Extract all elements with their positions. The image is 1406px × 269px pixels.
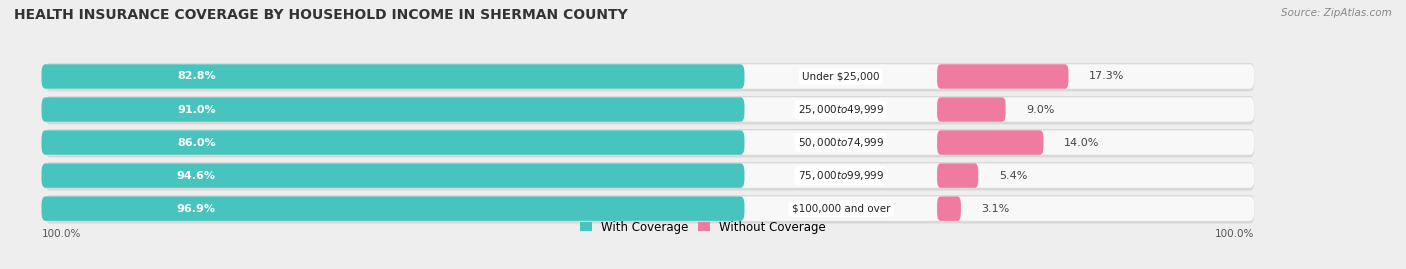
Text: 86.0%: 86.0% <box>177 137 215 148</box>
Text: 9.0%: 9.0% <box>1026 105 1054 115</box>
FancyBboxPatch shape <box>45 162 1254 190</box>
Text: $75,000 to $99,999: $75,000 to $99,999 <box>797 169 884 182</box>
FancyBboxPatch shape <box>42 97 1254 122</box>
Text: 14.0%: 14.0% <box>1064 137 1099 148</box>
FancyBboxPatch shape <box>42 64 1254 89</box>
FancyBboxPatch shape <box>938 97 1005 122</box>
FancyBboxPatch shape <box>42 196 1254 221</box>
FancyBboxPatch shape <box>42 163 1254 188</box>
FancyBboxPatch shape <box>42 163 744 188</box>
FancyBboxPatch shape <box>938 196 960 221</box>
FancyBboxPatch shape <box>938 64 1069 89</box>
Text: 5.4%: 5.4% <box>998 171 1028 180</box>
FancyBboxPatch shape <box>45 129 1254 157</box>
FancyBboxPatch shape <box>42 130 744 155</box>
Text: $100,000 and over: $100,000 and over <box>792 204 890 214</box>
Text: 3.1%: 3.1% <box>981 204 1010 214</box>
Text: Under $25,000: Under $25,000 <box>801 72 880 82</box>
Text: 100.0%: 100.0% <box>42 229 82 239</box>
FancyBboxPatch shape <box>45 63 1254 91</box>
Text: 82.8%: 82.8% <box>177 72 215 82</box>
Text: HEALTH INSURANCE COVERAGE BY HOUSEHOLD INCOME IN SHERMAN COUNTY: HEALTH INSURANCE COVERAGE BY HOUSEHOLD I… <box>14 8 628 22</box>
Text: 100.0%: 100.0% <box>1215 229 1254 239</box>
FancyBboxPatch shape <box>42 196 744 221</box>
FancyBboxPatch shape <box>42 130 1254 155</box>
Text: $25,000 to $49,999: $25,000 to $49,999 <box>797 103 884 116</box>
Legend: With Coverage, Without Coverage: With Coverage, Without Coverage <box>575 216 831 238</box>
FancyBboxPatch shape <box>938 163 979 188</box>
Text: 94.6%: 94.6% <box>177 171 215 180</box>
FancyBboxPatch shape <box>938 130 1043 155</box>
Text: Source: ZipAtlas.com: Source: ZipAtlas.com <box>1281 8 1392 18</box>
FancyBboxPatch shape <box>45 195 1254 224</box>
Text: 96.9%: 96.9% <box>177 204 215 214</box>
FancyBboxPatch shape <box>45 96 1254 124</box>
Text: $50,000 to $74,999: $50,000 to $74,999 <box>797 136 884 149</box>
FancyBboxPatch shape <box>42 64 744 89</box>
Text: 91.0%: 91.0% <box>177 105 215 115</box>
FancyBboxPatch shape <box>42 97 744 122</box>
Text: 17.3%: 17.3% <box>1090 72 1125 82</box>
